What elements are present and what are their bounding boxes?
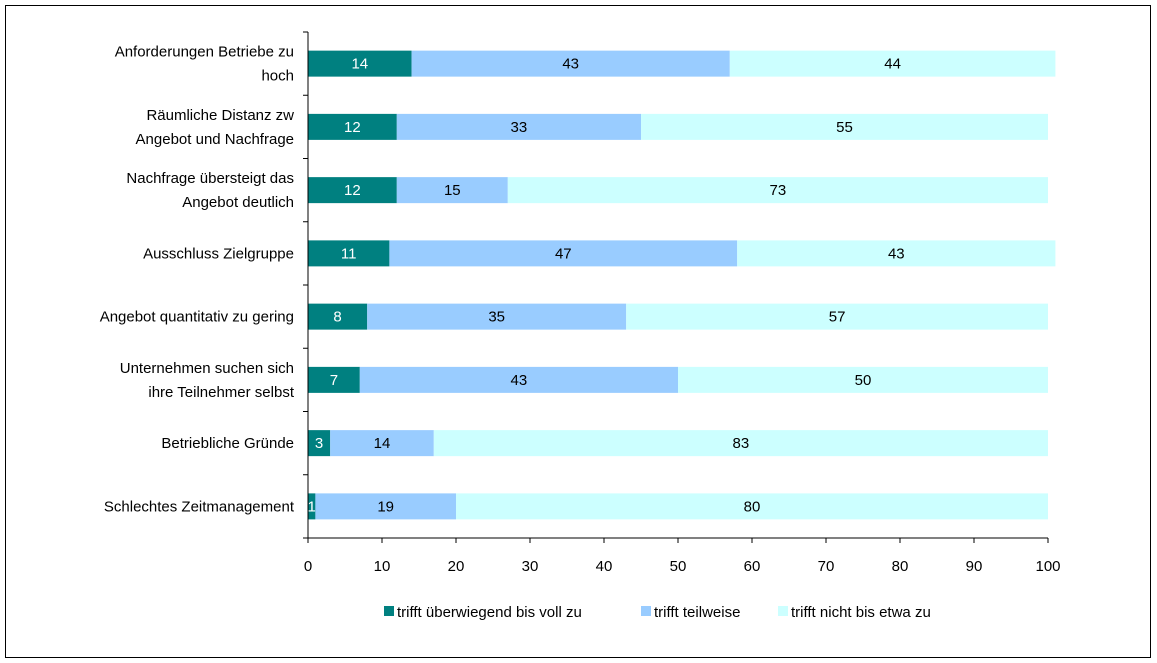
x-tick-label: 80: [892, 558, 909, 575]
x-tick-label: 90: [966, 558, 983, 575]
bar-segment: [396, 177, 508, 204]
bar-segment: [678, 366, 1048, 393]
category-label: Ausschluss Zielgruppe: [143, 245, 294, 262]
data-label: 14: [351, 56, 368, 73]
bar-segment: [737, 240, 1056, 267]
chart-frame: [5, 5, 1151, 658]
legend-swatch: [384, 606, 394, 616]
data-label: 80: [744, 498, 761, 515]
data-label: 8: [333, 309, 341, 326]
data-label: 47: [555, 245, 572, 262]
data-label: 7: [330, 372, 338, 389]
data-label: 43: [511, 372, 528, 389]
category-label: ihre Teilnehmer selbst: [148, 384, 294, 401]
category-label: Nachfrage übersteigt das: [126, 170, 294, 187]
category-label: Betriebliche Gründe: [161, 435, 294, 452]
data-label: 12: [344, 119, 361, 136]
legend-swatch: [778, 606, 788, 616]
category-label: Angebot quantitativ zu gering: [100, 309, 294, 326]
data-label: 14: [374, 435, 391, 452]
category-label: hoch: [261, 68, 294, 85]
bar-segment: [389, 240, 738, 267]
bar-segment: [308, 430, 331, 457]
data-label: 43: [562, 56, 579, 73]
bar-segment: [456, 493, 1048, 520]
bar-segment: [507, 177, 1048, 204]
data-label: 44: [884, 56, 901, 73]
bar-segment: [367, 303, 627, 330]
bar-segment: [359, 366, 678, 393]
legend-label: trifft teilweise: [654, 604, 740, 621]
bar-segment: [330, 430, 434, 457]
data-label: 83: [733, 435, 750, 452]
data-label: 12: [344, 182, 361, 199]
bar-segment: [308, 240, 390, 267]
bar-segment: [308, 303, 368, 330]
data-label: 19: [377, 498, 394, 515]
x-tick-label: 70: [818, 558, 835, 575]
data-label: 73: [770, 182, 787, 199]
category-label: Schlechtes Zeitmanagement: [104, 498, 295, 515]
legend-label: trifft nicht bis etwa zu: [791, 604, 931, 621]
legend-swatch: [641, 606, 651, 616]
legend-label: trifft überwiegend bis voll zu: [397, 604, 582, 621]
bar-segment: [308, 177, 397, 204]
data-label: 50: [855, 372, 872, 389]
bar-segment: [308, 50, 412, 77]
x-tick-label: 30: [522, 558, 539, 575]
x-tick-label: 0: [304, 558, 312, 575]
data-label: 1: [308, 498, 316, 515]
category-label: Unternehmen suchen sich: [120, 360, 294, 377]
data-label: 3: [315, 435, 323, 452]
data-label: 55: [836, 119, 853, 136]
bar-segment: [308, 493, 316, 520]
x-tick-label: 100: [1035, 558, 1060, 575]
data-label: 33: [511, 119, 528, 136]
data-label: 15: [444, 182, 461, 199]
bar-segment: [626, 303, 1048, 330]
category-label: Anforderungen Betriebe zu: [115, 44, 294, 61]
data-label: 43: [888, 245, 905, 262]
bar-segment: [396, 113, 641, 140]
x-tick-label: 60: [744, 558, 761, 575]
bar-segment: [641, 113, 1048, 140]
category-label: Angebot und Nachfrage: [136, 131, 294, 148]
data-label: 35: [488, 309, 505, 326]
data-label: 57: [829, 309, 846, 326]
bar-segment: [308, 366, 360, 393]
data-label: 11: [341, 245, 357, 262]
bar-segment: [411, 50, 730, 77]
bar-segment: [729, 50, 1056, 77]
bar-segment: [315, 493, 456, 520]
category-label: Räumliche Distanz zw: [146, 107, 294, 124]
x-tick-label: 50: [670, 558, 687, 575]
bar-segment: [308, 113, 397, 140]
x-tick-label: 10: [374, 558, 391, 575]
x-tick-label: 40: [596, 558, 613, 575]
bar-segment: [433, 430, 1048, 457]
category-label: Angebot deutlich: [182, 194, 294, 211]
x-tick-label: 20: [448, 558, 465, 575]
